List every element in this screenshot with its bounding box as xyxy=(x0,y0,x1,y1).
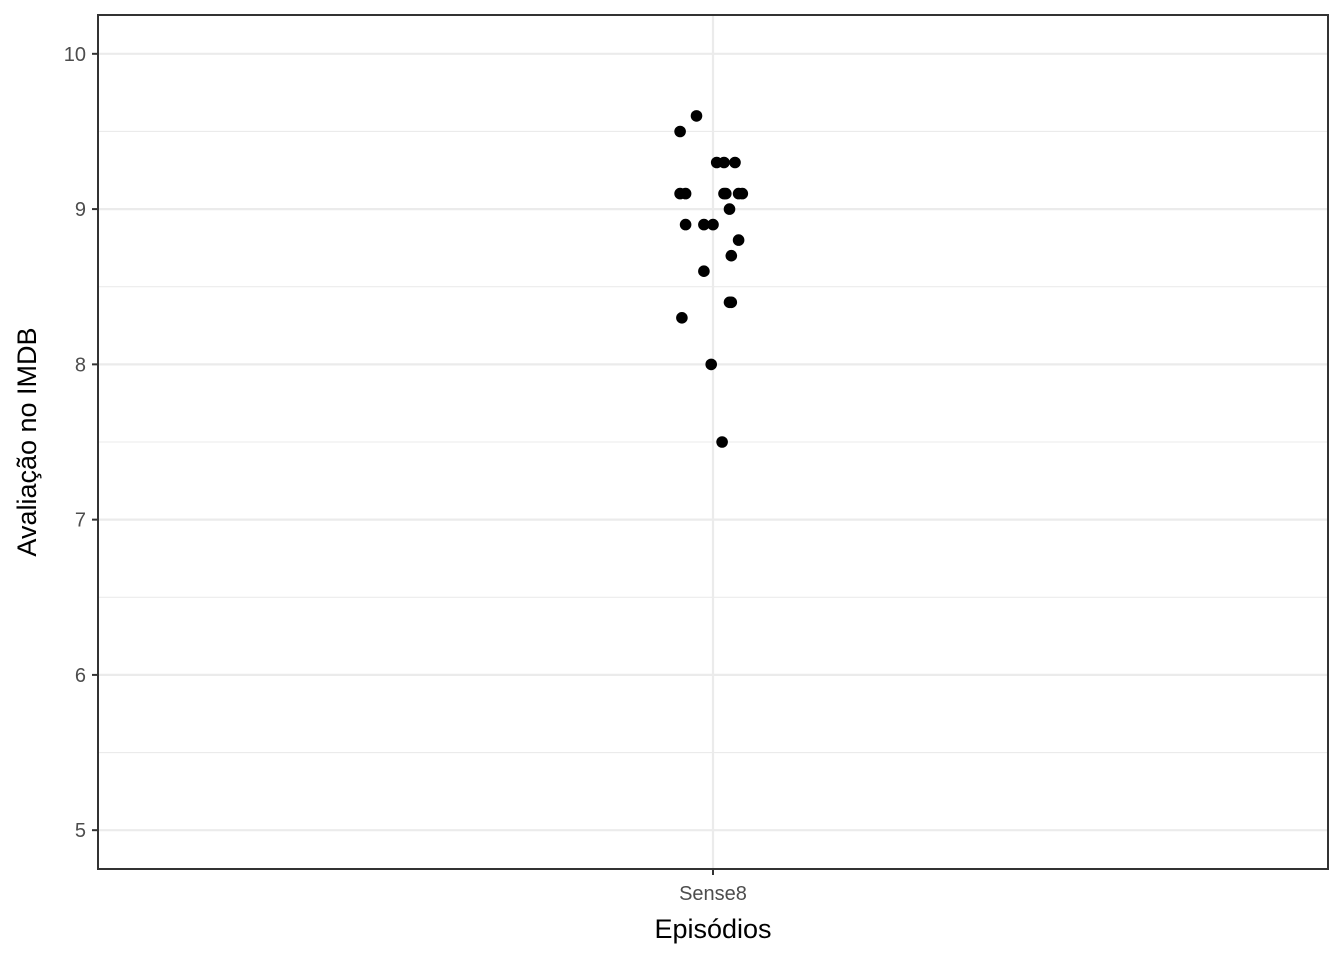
data-point xyxy=(690,110,703,122)
y-tick-label: 8 xyxy=(75,354,86,376)
x-axis: Sense8 xyxy=(679,869,747,905)
y-tick-label: 10 xyxy=(64,44,86,66)
data-points xyxy=(674,110,749,448)
data-point xyxy=(716,436,728,448)
data-point xyxy=(674,125,686,138)
x-tick-label: Sense8 xyxy=(679,883,747,905)
data-point xyxy=(720,187,732,200)
data-point xyxy=(718,156,730,169)
data-point xyxy=(679,187,692,200)
data-point xyxy=(725,249,738,262)
y-tick-label: 9 xyxy=(75,199,86,221)
data-point xyxy=(707,218,719,231)
y-tick-label: 6 xyxy=(75,665,86,687)
data-point xyxy=(732,234,745,246)
y-tick-label: 7 xyxy=(75,510,86,532)
x-axis-title: Episódios xyxy=(654,914,771,944)
data-point xyxy=(705,358,717,371)
y-axis-title: Avaliação no IMDB xyxy=(12,327,42,556)
data-point xyxy=(698,265,710,278)
data-point xyxy=(729,156,741,169)
data-point xyxy=(732,187,745,200)
data-point xyxy=(725,296,738,309)
y-tick-label: 5 xyxy=(75,820,86,842)
data-point xyxy=(723,203,736,215)
data-point xyxy=(676,312,688,324)
data-point xyxy=(679,218,692,231)
data-point xyxy=(698,218,710,231)
y-axis: 5 6 7 8 9 10 xyxy=(64,44,98,842)
